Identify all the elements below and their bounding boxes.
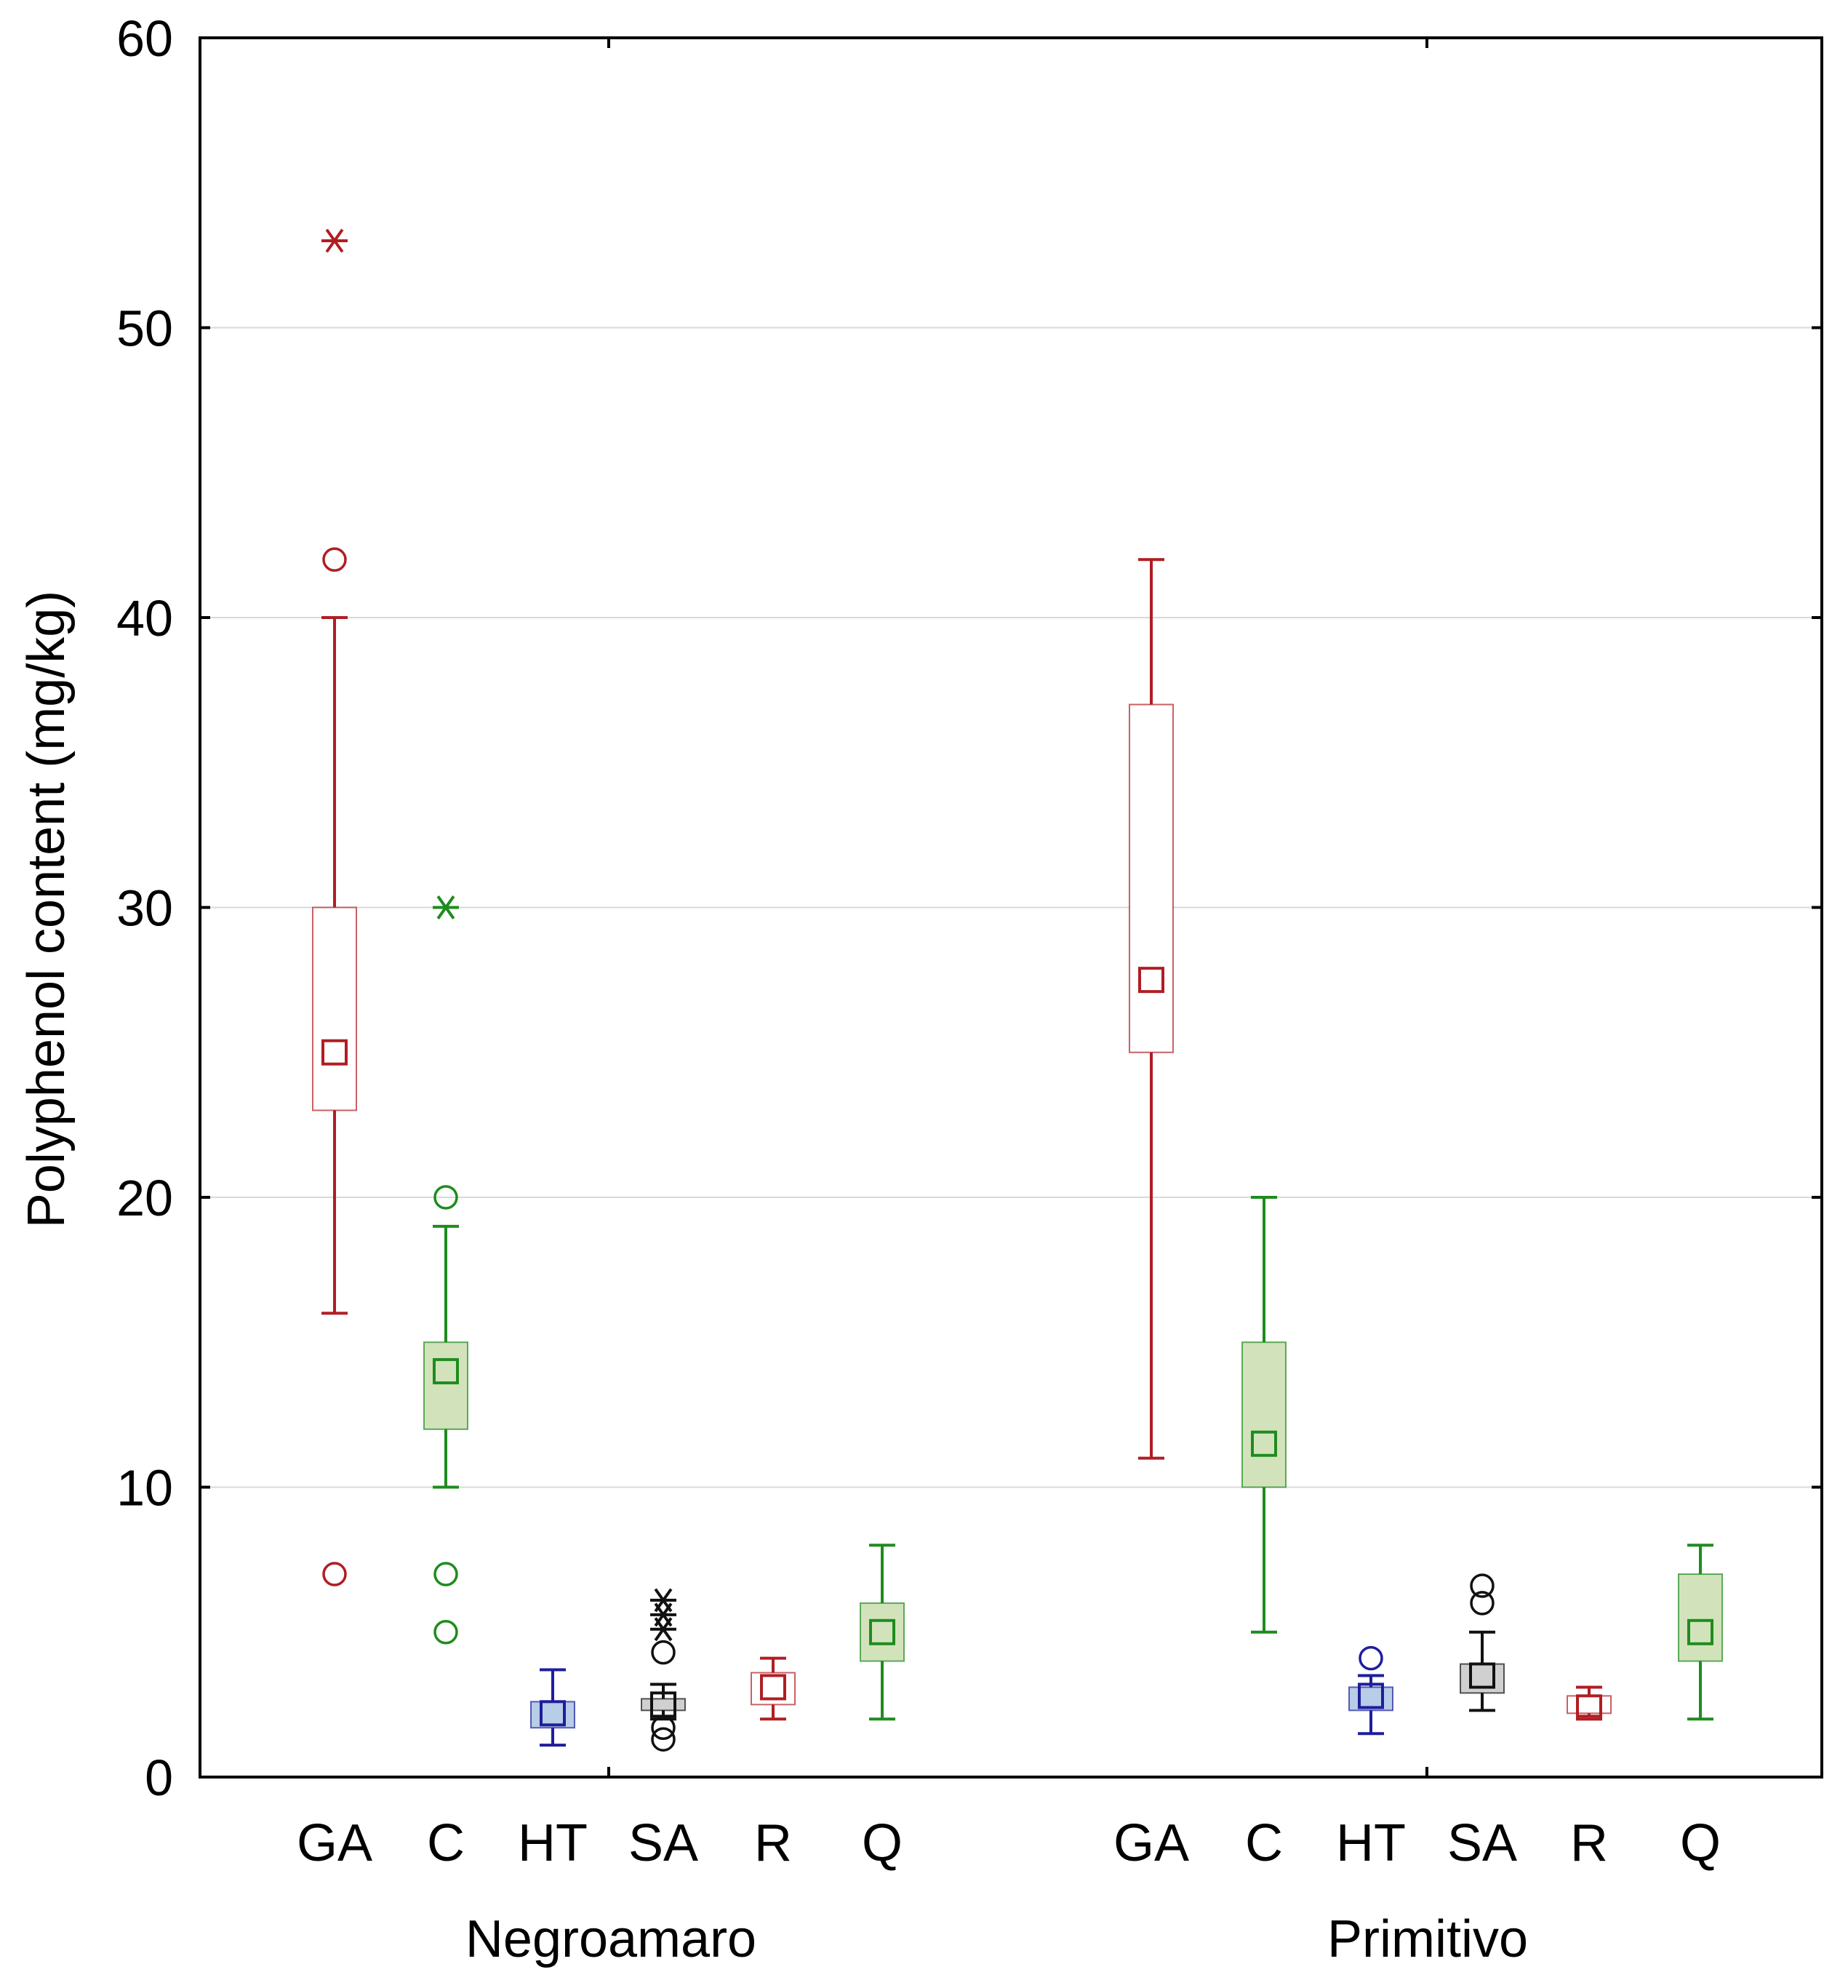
box-negroamaro-q [860, 1544, 905, 1721]
axis-ticks [200, 36, 1822, 1779]
x-tick-label-primitivo-r: R [1570, 1814, 1608, 1872]
group-label-primitivo: Primitivo [1327, 1910, 1528, 1968]
y-tick-label-20: 20 [116, 1170, 173, 1226]
extreme-stroke-d2 [436, 895, 455, 919]
median-marker-primitivo-ga [1138, 967, 1164, 994]
box-negroamaro-ga [312, 228, 357, 1586]
box-negroamaro-r [751, 1656, 796, 1721]
y-tick-label-10: 10 [116, 1460, 173, 1517]
iqr-box-primitivo-ga [1129, 703, 1174, 1053]
box-negroamaro-ht [530, 1668, 575, 1747]
box-primitivo-ht [1348, 1645, 1393, 1736]
y-tick-label-50: 50 [116, 300, 173, 357]
x-tick-label-negroamaro-r: R [754, 1814, 792, 1872]
x-tick-label-negroamaro-c: C [427, 1814, 465, 1872]
median-marker-primitivo-sa [1469, 1662, 1495, 1689]
box-series [312, 228, 1723, 1752]
x-tick-label-negroamaro-ga: GA [297, 1814, 372, 1872]
box-negroamaro-c [423, 895, 468, 1645]
median-marker-negroamaro-c [433, 1358, 459, 1385]
x-tick-label-primitivo-ht: HT [1336, 1814, 1406, 1872]
group-label-negroamaro: Negroamaro [465, 1910, 756, 1968]
extreme-stroke-d2 [654, 1588, 673, 1613]
iqr-box-negroamaro-ga [312, 906, 357, 1111]
iqr-box-primitivo-q [1678, 1573, 1723, 1662]
extreme-negroamaro-sa-2 [650, 1588, 676, 1613]
extreme-negroamaro-sa-1 [650, 1602, 676, 1627]
y-tick-label-30: 30 [116, 880, 173, 937]
outlier-negroamaro-c-0 [433, 1185, 458, 1210]
iqr-box-primitivo-r [1567, 1695, 1612, 1714]
box-primitivo-c [1241, 1196, 1287, 1634]
median-marker-negroamaro-ht [540, 1700, 566, 1727]
iqr-box-negroamaro-c [423, 1341, 468, 1430]
x-tick-label-primitivo-ga: GA [1113, 1814, 1189, 1872]
outlier-negroamaro-c-2 [433, 1620, 458, 1645]
outlier-negroamaro-sa-0 [651, 1640, 676, 1665]
outlier-negroamaro-sa-2 [651, 1727, 676, 1752]
median-marker-negroamaro-r [760, 1674, 786, 1701]
outlier-negroamaro-ga-1 [322, 1562, 347, 1586]
x-tick-label-primitivo-sa: SA [1447, 1814, 1517, 1872]
median-marker-primitivo-c [1251, 1430, 1277, 1457]
box-primitivo-q [1678, 1544, 1723, 1721]
extreme-negroamaro-ga-0 [321, 228, 348, 253]
x-tick-label-primitivo-c: C [1245, 1814, 1283, 1872]
outlier-negroamaro-ga-0 [322, 547, 347, 572]
outlier-primitivo-sa-0 [1470, 1591, 1495, 1616]
median-marker-primitivo-q [1687, 1618, 1713, 1645]
median-marker-primitivo-ht [1358, 1682, 1384, 1709]
outlier-negroamaro-c-1 [433, 1562, 458, 1586]
box-primitivo-r [1567, 1685, 1612, 1721]
x-tick-label-negroamaro-ht: HT [518, 1814, 588, 1872]
x-tick-labels: GA C HT SA R Q GA C HT SA R Q [297, 1814, 1721, 1872]
y-tick-label-0: 0 [145, 1749, 173, 1806]
median-marker-primitivo-r [1576, 1694, 1602, 1721]
grid-lines [200, 327, 1822, 1488]
iqr-box-negroamaro-sa [641, 1698, 686, 1712]
x-tick-label-negroamaro-sa: SA [628, 1814, 698, 1872]
y-axis-title: Polyphenol content (mg/kg) [17, 591, 76, 1228]
y-tick-label-40: 40 [116, 590, 173, 647]
iqr-box-negroamaro-q [860, 1602, 905, 1662]
box-primitivo-sa [1460, 1573, 1505, 1712]
outlier-primitivo-sa-1 [1470, 1573, 1495, 1598]
median-marker-negroamaro-q [869, 1618, 895, 1645]
box-negroamaro-sa [641, 1588, 686, 1752]
x-tick-label-primitivo-q: Q [1680, 1814, 1721, 1872]
extreme-negroamaro-c-0 [433, 895, 459, 919]
extreme-negroamaro-sa-0 [650, 1617, 676, 1642]
box-primitivo-ga [1129, 558, 1174, 1460]
group-labels: Negroamaro Primitivo [465, 1910, 1528, 1968]
y-tick-label-60: 60 [116, 10, 173, 67]
iqr-box-primitivo-c [1241, 1341, 1287, 1488]
median-marker-negroamaro-ga [321, 1039, 348, 1066]
outlier-negroamaro-sa-1 [651, 1715, 676, 1741]
extreme-stroke-d2 [325, 228, 344, 253]
iqr-box-negroamaro-ht [530, 1701, 575, 1729]
outlier-primitivo-ht-0 [1359, 1645, 1383, 1671]
y-tick-labels: 0 10 20 30 40 50 60 [116, 10, 173, 1806]
x-tick-label-negroamaro-q: Q [862, 1814, 903, 1872]
